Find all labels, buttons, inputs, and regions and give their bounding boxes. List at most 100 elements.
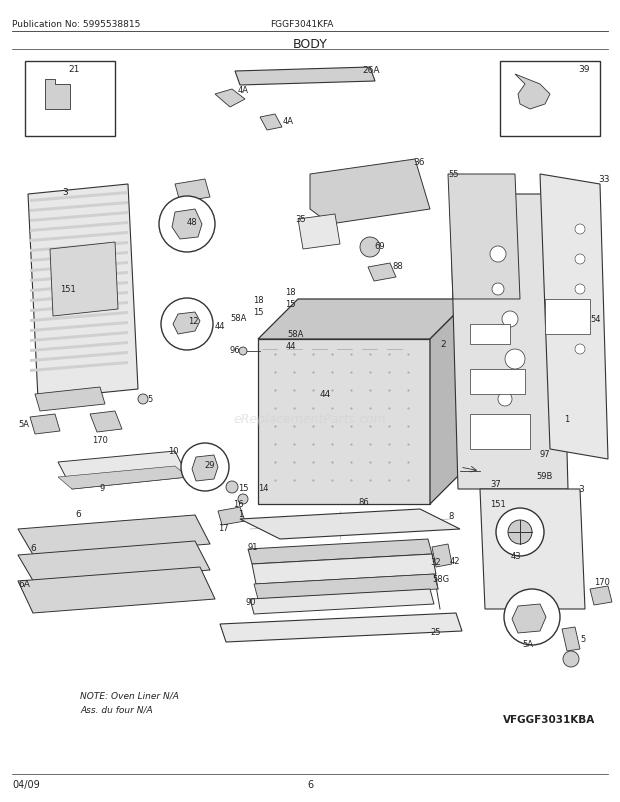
Bar: [500, 62, 600, 137]
Text: BODY: BODY: [293, 38, 327, 51]
Text: 39: 39: [578, 65, 590, 74]
Text: 21: 21: [68, 65, 79, 74]
Polygon shape: [30, 342, 128, 353]
Bar: [470, 325, 510, 345]
Polygon shape: [252, 554, 436, 585]
Polygon shape: [45, 80, 70, 110]
Text: 170: 170: [92, 435, 108, 444]
Polygon shape: [258, 339, 430, 504]
Text: 29: 29: [205, 460, 215, 469]
Polygon shape: [540, 175, 608, 460]
Polygon shape: [30, 312, 128, 322]
Polygon shape: [30, 261, 128, 273]
Bar: [470, 370, 525, 395]
Text: NOTE: Oven Liner N/A: NOTE: Oven Liner N/A: [80, 691, 179, 700]
Circle shape: [575, 285, 585, 294]
Text: 170: 170: [594, 577, 610, 586]
Text: 18: 18: [253, 296, 264, 305]
Polygon shape: [512, 604, 546, 634]
Text: 4A: 4A: [283, 117, 294, 126]
Circle shape: [504, 589, 560, 645]
Text: 151: 151: [60, 285, 76, 294]
Text: 44: 44: [319, 390, 330, 399]
Text: 6: 6: [30, 543, 36, 553]
Circle shape: [575, 314, 585, 325]
Text: 54: 54: [590, 314, 601, 323]
Text: 1: 1: [564, 415, 569, 423]
Polygon shape: [30, 192, 128, 203]
Text: 15: 15: [238, 484, 249, 492]
Polygon shape: [30, 331, 128, 342]
Text: 96: 96: [230, 346, 241, 354]
Circle shape: [226, 481, 238, 493]
Text: 6: 6: [307, 779, 313, 789]
Text: 3: 3: [578, 484, 584, 493]
Text: 5A: 5A: [523, 639, 533, 648]
Polygon shape: [175, 180, 210, 203]
Text: 25: 25: [430, 627, 440, 636]
Polygon shape: [30, 252, 128, 263]
Text: 1: 1: [238, 509, 243, 518]
Text: 35: 35: [295, 215, 306, 224]
Bar: [470, 415, 530, 449]
Circle shape: [575, 345, 585, 354]
Polygon shape: [250, 589, 434, 614]
Polygon shape: [30, 241, 128, 253]
Text: 151: 151: [490, 500, 506, 508]
Text: VFGGF3031KBA: VFGGF3031KBA: [503, 714, 595, 724]
Text: 4A: 4A: [238, 86, 249, 95]
Polygon shape: [298, 215, 340, 249]
Circle shape: [496, 508, 544, 557]
Polygon shape: [218, 508, 245, 525]
Circle shape: [239, 347, 247, 355]
Circle shape: [502, 312, 518, 327]
Polygon shape: [58, 467, 188, 489]
Polygon shape: [28, 184, 138, 399]
Polygon shape: [430, 300, 470, 504]
Text: 12: 12: [188, 317, 198, 326]
Polygon shape: [18, 516, 210, 558]
Text: 5A: 5A: [18, 419, 29, 428]
Text: 26A: 26A: [362, 66, 379, 75]
Text: 48: 48: [187, 217, 197, 227]
Polygon shape: [220, 614, 462, 642]
Circle shape: [490, 247, 506, 263]
Polygon shape: [30, 282, 128, 293]
Polygon shape: [240, 509, 460, 539]
Polygon shape: [18, 541, 210, 585]
Polygon shape: [368, 264, 396, 282]
Text: 58A: 58A: [230, 314, 246, 322]
Text: 2: 2: [440, 339, 446, 349]
Polygon shape: [30, 415, 60, 435]
Circle shape: [492, 284, 504, 296]
Polygon shape: [515, 75, 550, 110]
Circle shape: [238, 494, 248, 504]
Text: 8: 8: [448, 512, 453, 520]
Polygon shape: [432, 545, 452, 567]
Text: 18: 18: [285, 288, 296, 297]
Circle shape: [360, 237, 380, 257]
Polygon shape: [172, 210, 202, 240]
Polygon shape: [448, 175, 520, 300]
Text: 58A: 58A: [287, 330, 303, 338]
Circle shape: [498, 392, 512, 407]
Text: 04/09: 04/09: [12, 779, 40, 789]
Text: 6A: 6A: [18, 579, 30, 588]
Polygon shape: [90, 411, 122, 432]
Text: 37: 37: [490, 480, 501, 488]
Text: 44: 44: [286, 342, 296, 350]
Text: 3: 3: [62, 188, 68, 196]
Text: 6: 6: [75, 509, 81, 518]
Polygon shape: [258, 300, 470, 339]
Circle shape: [159, 196, 215, 253]
Polygon shape: [30, 232, 128, 243]
Text: 59B: 59B: [536, 472, 552, 480]
Bar: [545, 300, 590, 334]
Polygon shape: [30, 221, 128, 233]
Polygon shape: [30, 302, 128, 313]
Text: 16: 16: [233, 500, 244, 508]
Polygon shape: [260, 115, 282, 131]
Text: 43: 43: [511, 551, 521, 561]
Polygon shape: [248, 539, 432, 565]
Polygon shape: [590, 586, 612, 606]
